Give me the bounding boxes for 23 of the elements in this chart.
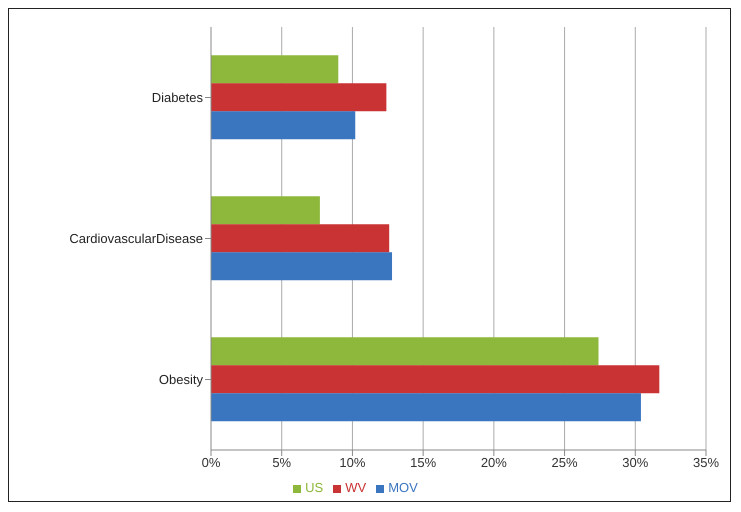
- legend-label: WV: [345, 480, 366, 495]
- x-tick-label: 35%: [692, 455, 720, 470]
- bar: [211, 196, 320, 224]
- x-tick-label: 20%: [480, 455, 508, 470]
- y-tick-label: CardiovascularDisease: [69, 231, 203, 246]
- y-tick-label: Obesity: [158, 372, 204, 388]
- bar: [211, 111, 356, 140]
- legend-label: US: [305, 480, 324, 495]
- bar: [211, 252, 392, 280]
- x-tick-label: 30%: [622, 455, 649, 470]
- bar: [211, 55, 338, 84]
- bar: [211, 365, 660, 394]
- bar: [211, 83, 386, 112]
- bar: [211, 224, 390, 252]
- x-tick-label: 15%: [410, 455, 437, 470]
- x-tick-label: 10%: [339, 455, 366, 470]
- bar: [211, 337, 599, 366]
- x-tick-label: 25%: [552, 455, 578, 470]
- x-tick-label: 5%: [272, 455, 292, 470]
- y-tick-label: Diabetes: [152, 90, 204, 106]
- legend-label: MOV: [388, 480, 418, 495]
- bar: [211, 393, 641, 422]
- x-tick-label: 0%: [202, 455, 221, 470]
